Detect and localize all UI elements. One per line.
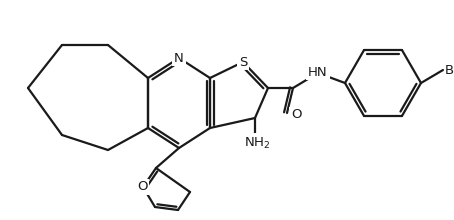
Text: S: S [239,55,247,68]
Text: Br: Br [445,64,454,77]
Text: O: O [291,108,301,121]
Text: NH$_2$: NH$_2$ [244,136,270,150]
Text: O: O [137,180,147,194]
Text: HN: HN [308,66,328,79]
Text: N: N [174,51,184,64]
